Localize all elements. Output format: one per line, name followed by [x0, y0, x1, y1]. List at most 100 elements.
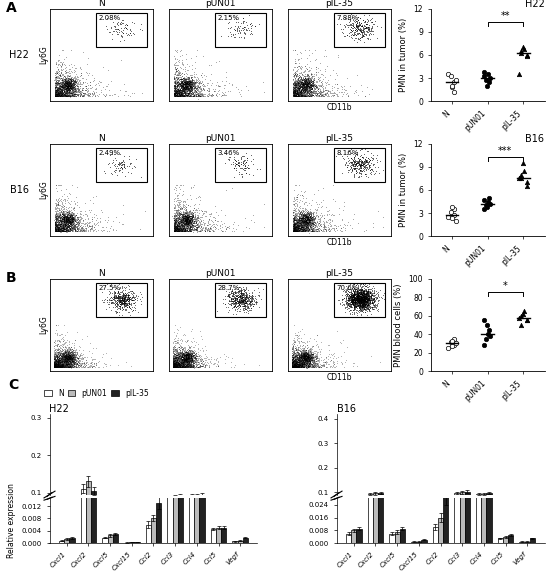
Point [184, 208, 192, 218]
Point [52, 87, 61, 96]
Point [65, 351, 74, 360]
Point [311, 363, 320, 372]
Point [66, 351, 75, 360]
Point [356, 281, 365, 290]
Point [358, 298, 367, 307]
Point [53, 68, 62, 77]
Point [361, 165, 370, 175]
Point [288, 361, 297, 371]
Point [360, 293, 368, 303]
Point [186, 211, 195, 221]
Point [59, 361, 68, 371]
Point [292, 86, 301, 96]
Point [306, 211, 315, 220]
Point [292, 357, 300, 367]
Point [172, 221, 181, 230]
Point [290, 69, 299, 79]
Point [181, 88, 190, 98]
Point [61, 214, 70, 223]
Point [51, 359, 59, 368]
Point [182, 78, 190, 87]
Point [61, 359, 70, 369]
Point [60, 342, 69, 352]
Point [51, 91, 59, 100]
Point [359, 159, 367, 169]
Point [191, 79, 200, 88]
Point [293, 223, 301, 232]
Point [299, 351, 308, 360]
Point [179, 74, 188, 83]
Point [185, 349, 194, 359]
Point [174, 223, 183, 232]
Point [182, 218, 191, 227]
Point [74, 220, 82, 230]
Point [294, 223, 302, 232]
Point [366, 287, 375, 297]
Point [323, 225, 332, 235]
Point [51, 216, 60, 225]
Point [300, 214, 309, 223]
Point [180, 225, 189, 235]
Point [349, 171, 358, 180]
Point [299, 86, 308, 96]
Point [63, 336, 72, 345]
Point [372, 289, 381, 298]
Point [70, 79, 79, 88]
Point [66, 74, 75, 84]
Point [200, 225, 209, 234]
Point [50, 362, 59, 371]
Point [186, 215, 195, 224]
Point [317, 221, 326, 231]
Point [170, 223, 179, 232]
Point [294, 352, 303, 361]
Point [53, 224, 62, 234]
Point [290, 356, 299, 365]
Point [307, 86, 316, 95]
Point [53, 91, 62, 100]
Point [299, 354, 308, 364]
Point [361, 155, 370, 164]
Point [57, 215, 65, 225]
Point [295, 213, 304, 223]
Point [179, 361, 188, 371]
Point [77, 360, 86, 369]
Point [117, 298, 126, 308]
Point [350, 300, 359, 310]
Point [291, 82, 300, 92]
Point [313, 86, 322, 95]
Point [358, 306, 367, 315]
Point [170, 82, 179, 91]
Point [60, 84, 69, 93]
Point [289, 87, 298, 96]
Point [294, 84, 303, 93]
Point [301, 77, 310, 86]
Point [307, 84, 316, 93]
Point [175, 363, 184, 372]
Point [170, 85, 179, 94]
Point [303, 353, 312, 363]
Point [176, 89, 185, 99]
Point [73, 347, 81, 356]
Point [306, 213, 315, 223]
Point [182, 352, 191, 361]
Point [308, 352, 317, 361]
Point [180, 79, 189, 89]
Point [54, 223, 63, 232]
Point [179, 78, 188, 87]
Point [303, 75, 312, 84]
Point [62, 359, 70, 368]
Point [53, 363, 62, 372]
Point [172, 78, 181, 88]
Point [191, 338, 200, 347]
Point [358, 152, 366, 162]
Point [168, 349, 177, 358]
Point [56, 361, 65, 371]
Point [298, 223, 307, 232]
Point [296, 223, 305, 232]
Point [243, 162, 251, 172]
Point [293, 336, 302, 346]
Point [305, 220, 314, 230]
Point [306, 215, 315, 224]
Point [289, 215, 298, 225]
Point [57, 91, 66, 100]
